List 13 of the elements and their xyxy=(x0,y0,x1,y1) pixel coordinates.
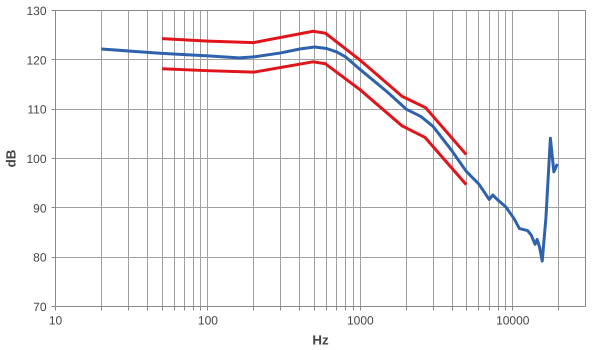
y-tick-label: 130 xyxy=(26,4,47,18)
y-tick-label: 90 xyxy=(33,201,47,216)
y-tick-label: 100 xyxy=(26,152,47,166)
x-tick-label: 100 xyxy=(198,314,218,328)
y-tick-label: 110 xyxy=(27,102,47,117)
x-axis-title: Hz xyxy=(312,332,329,348)
x-tick-label: 1000 xyxy=(347,314,374,328)
x-tick-label: 10 xyxy=(48,314,62,328)
y-tick-label: 80 xyxy=(33,250,47,265)
x-tick-label: 10000 xyxy=(496,314,530,328)
y-tick-label: 70 xyxy=(33,300,47,314)
y-axis-title: dB xyxy=(3,149,18,168)
y-tick-label: 120 xyxy=(26,53,47,68)
